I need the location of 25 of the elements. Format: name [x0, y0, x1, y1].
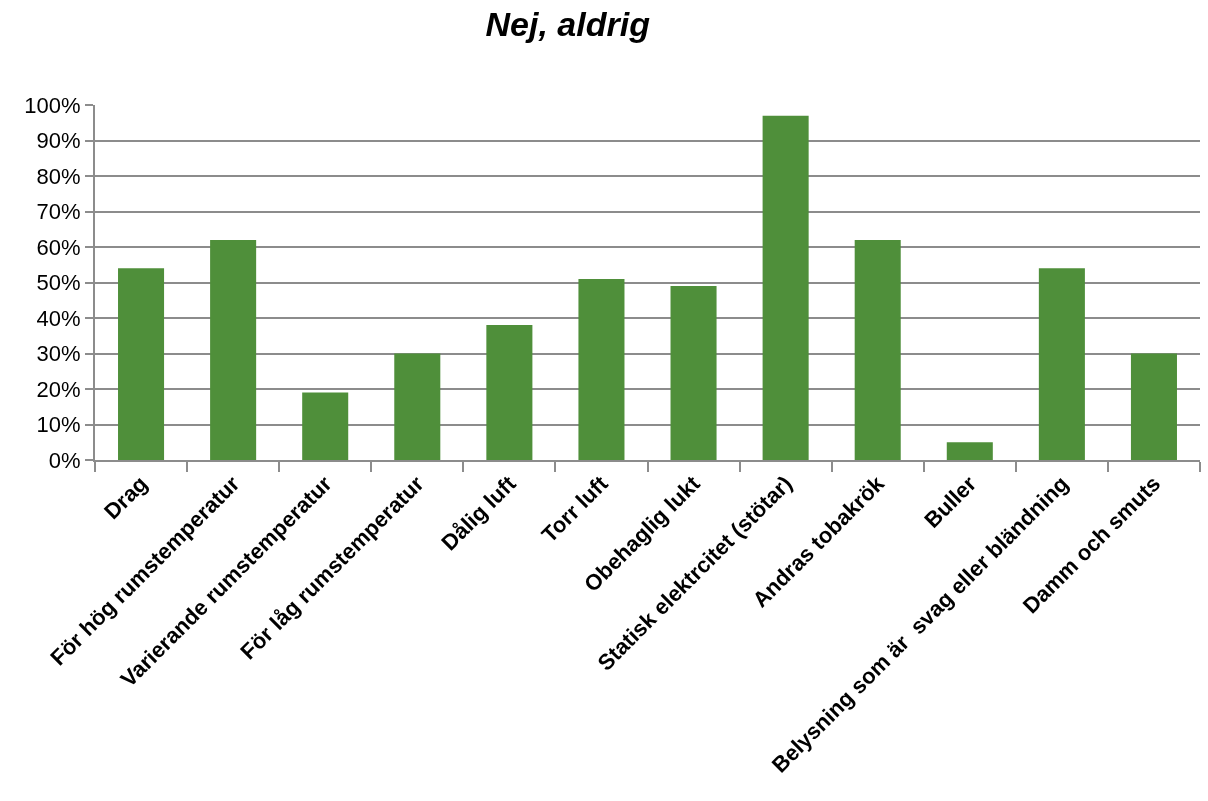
y-tick-label: 70%	[36, 199, 81, 225]
y-tick-label: 10%	[36, 412, 81, 438]
y-tick-label: 50%	[36, 270, 81, 296]
bar	[762, 115, 809, 460]
chart-title: Nej, aldrig	[485, 4, 651, 43]
y-tick-label: 30%	[36, 341, 81, 367]
bar	[1038, 268, 1085, 460]
y-tick-label: 0%	[48, 447, 81, 473]
bar	[394, 353, 441, 460]
bar	[302, 392, 349, 460]
bar	[578, 278, 625, 460]
y-tick-label: 20%	[36, 376, 81, 402]
bar	[946, 442, 993, 460]
y-tick-label: 40%	[36, 305, 81, 331]
bar	[854, 239, 901, 460]
bar	[210, 239, 257, 460]
y-tick-label: 60%	[36, 234, 81, 260]
y-tick-label: 100%	[24, 92, 81, 118]
y-tick-label: 90%	[36, 128, 81, 154]
bar	[486, 325, 533, 460]
y-tick-label: 80%	[36, 163, 81, 189]
x-tick-label: Torr luft	[536, 470, 614, 548]
bar	[670, 286, 717, 460]
bar	[1130, 353, 1177, 460]
bar	[118, 268, 165, 460]
